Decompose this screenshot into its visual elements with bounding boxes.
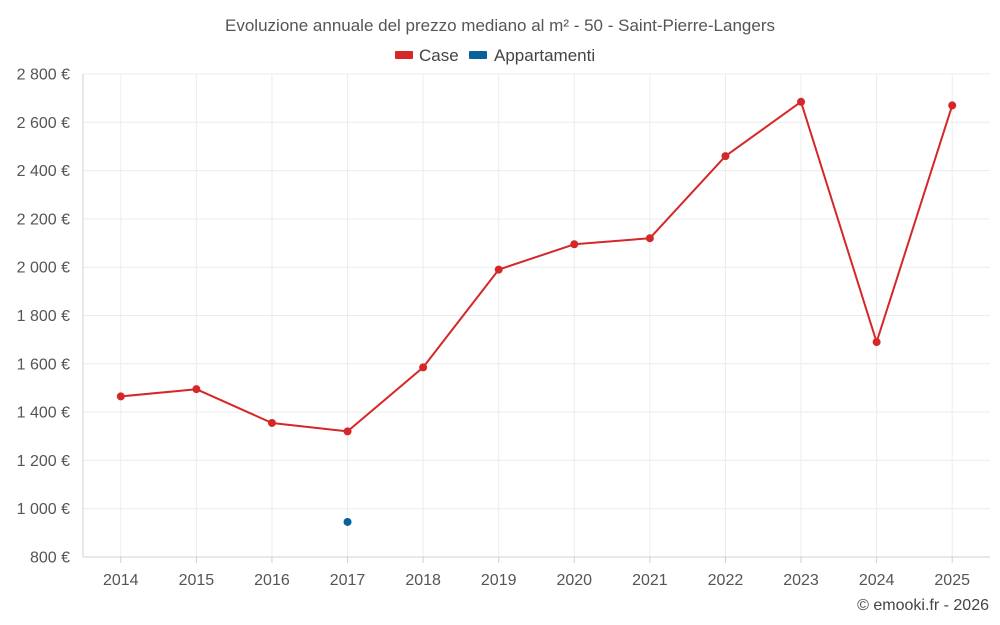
data-point-case [494,265,503,274]
series-case [116,97,957,436]
x-tick-label: 2019 [481,572,517,589]
x-tick-labels: 2014 2015 2016 2017 2018 2019 2020 2021 2022 2023… [103,572,970,589]
data-point-case [116,392,125,401]
y-tick-label: 2 000 € [17,260,70,277]
legend-label-case: Case [419,46,459,65]
series-appartamenti [343,517,352,526]
y-tick-label: 1 400 € [17,405,70,422]
x-tick-label: 2022 [708,572,744,589]
y-tick-label: 2 600 € [17,115,70,132]
legend: Case Appartamenti [395,46,595,65]
y-tick-label: 2 800 € [17,67,70,84]
x-tick-label: 2025 [934,572,970,589]
data-point-case [948,101,957,110]
y-tick-label: 2 200 € [17,211,70,228]
grid [83,73,990,557]
data-point-case [267,418,276,427]
y-tick-label: 1 000 € [17,501,70,518]
data-point-case [570,240,579,249]
data-point-case [872,338,881,347]
x-tick-label: 2018 [405,572,441,589]
data-point-case [721,152,730,161]
y-tick-labels: 800 € 1 000 € 1 200 € 1 400 € 1 600 € 1 800 €… [17,67,70,567]
x-tick-label: 2020 [556,572,592,589]
series-line-case [120,100,954,433]
data-point-case [192,385,201,394]
data-point-case [797,97,806,106]
x-tick-label: 2024 [859,572,895,589]
legend-item-appartamenti[interactable]: Appartamenti [469,46,595,65]
chart-title: Evoluzione annuale del prezzo mediano al… [225,16,775,35]
x-tick-label: 2014 [103,572,139,589]
y-tick-label: 1 600 € [17,356,70,373]
legend-swatch-appartamenti [469,51,487,59]
y-tick-label: 800 € [30,550,70,567]
x-tick-label: 2016 [254,572,290,589]
x-tick-label: 2023 [783,572,819,589]
credit-text: © emooki.fr - 2026 [857,597,989,614]
data-point-case [645,234,654,243]
y-tick-label: 1 200 € [17,453,70,470]
data-point-case [419,363,428,372]
legend-item-case[interactable]: Case [395,46,459,65]
series [116,97,957,526]
y-tick-label: 2 400 € [17,163,70,180]
x-tick-label: 2017 [330,572,366,589]
x-tick-label: 2015 [179,572,215,589]
axes [82,74,990,563]
legend-swatch-case [395,51,413,59]
data-point-case [343,427,352,436]
x-tick-label: 2021 [632,572,668,589]
legend-label-appartamenti: Appartamenti [494,46,595,65]
data-point-appartamenti [343,517,352,526]
y-tick-label: 1 800 € [17,308,70,325]
